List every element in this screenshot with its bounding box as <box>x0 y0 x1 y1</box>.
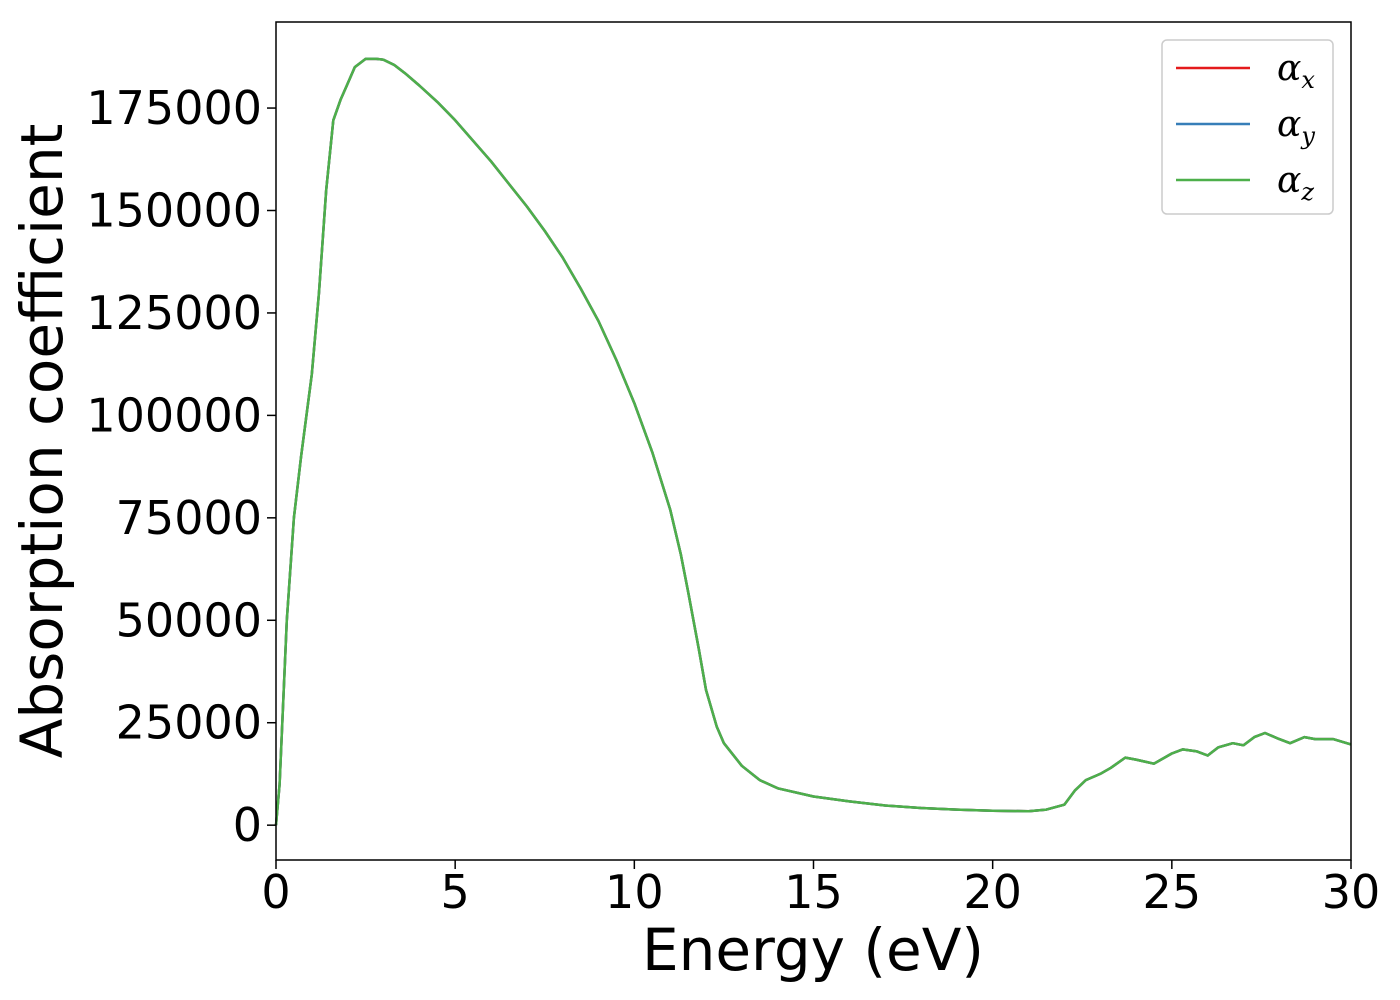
x-axis: 0 5 10 15 20 25 30 <box>261 860 1380 919</box>
series-layer <box>274 57 1352 826</box>
y-tick-label: 50000 <box>116 593 262 647</box>
legend-label: αy <box>1277 104 1315 150</box>
y-tick-label: 0 <box>233 798 262 852</box>
y-tick-label: 150000 <box>86 183 262 237</box>
x-tick-label: 30 <box>1322 865 1381 919</box>
x-tick-label: 20 <box>963 865 1022 919</box>
y-tick-label: 175000 <box>86 81 262 135</box>
x-tick-label: 15 <box>784 865 843 919</box>
legend: αx αy αz <box>1161 39 1334 215</box>
x-tick-label: 0 <box>261 865 290 919</box>
y-axis: 0 25000 50000 75000 100000 125000 150000 175000 <box>86 81 276 852</box>
y-tick-label: 100000 <box>86 388 262 442</box>
x-tick-label: 10 <box>605 865 664 919</box>
legend-label: αz <box>1277 160 1314 206</box>
series-line <box>274 57 1352 826</box>
x-tick-label: 5 <box>441 865 470 919</box>
y-tick-label: 75000 <box>116 491 262 545</box>
legend-box <box>1161 39 1334 215</box>
y-tick-label: 125000 <box>86 286 262 340</box>
y-tick-label: 25000 <box>116 696 262 750</box>
legend-label: αx <box>1277 48 1315 94</box>
x-axis-label: Energy (eV) <box>642 916 984 984</box>
y-axis-label: Absorption coefficient <box>8 124 76 759</box>
x-tick-label: 25 <box>1143 865 1202 919</box>
